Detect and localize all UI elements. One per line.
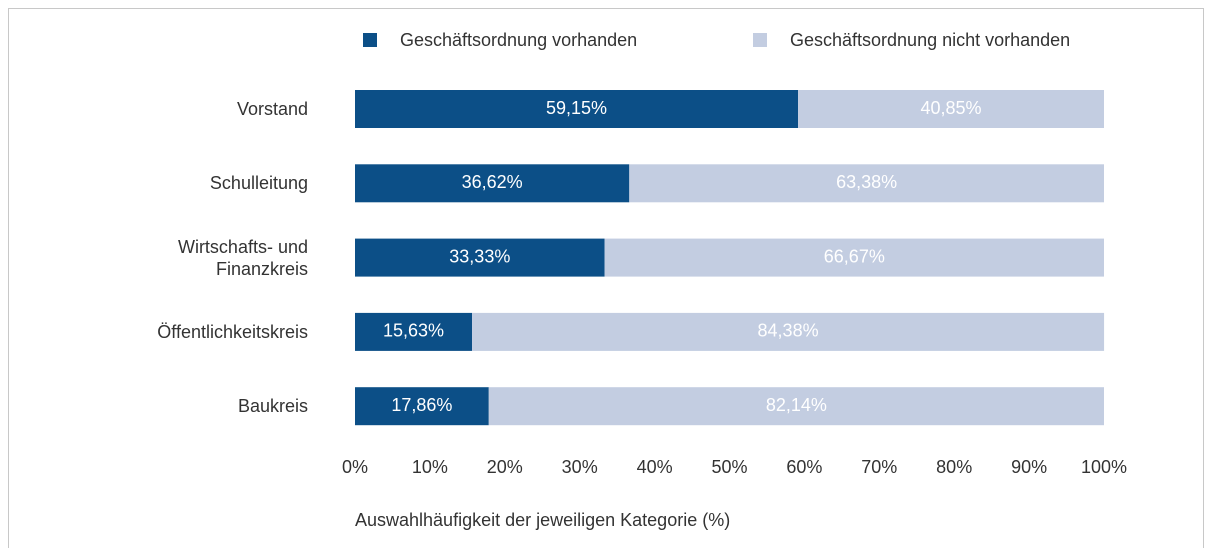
category-label: Schulleitung [209,173,308,194]
x-tick-label: 30% [562,457,598,477]
bar-segment [355,312,473,351]
x-axis-title: Auswahlhäufigkeit der jeweiligen Kategor… [355,510,730,530]
x-tick-label: 20% [487,457,523,477]
value-label: 36,62% [462,172,523,192]
x-tick-label: 90% [1011,457,1047,477]
bar-segment [488,387,1105,426]
bar-segment [355,164,630,203]
bar-segment [355,90,799,128]
value-label: 63,38% [836,172,897,192]
legend-label: Geschäftsordnung vorhanden [400,30,637,50]
bar-segment [472,312,1105,351]
value-label: 17,86% [391,395,452,415]
x-tick-label: 100% [1081,457,1127,477]
legend-swatch [363,33,377,47]
frame [8,8,1204,548]
value-label: 15,63% [383,321,444,341]
x-tick-label: 60% [786,457,822,477]
value-label: 82,14% [766,395,827,415]
bar-segment [604,238,1104,277]
x-tick-label: 40% [637,457,673,477]
category-label: Baukreis [237,396,308,417]
x-tick-label: 70% [861,457,897,477]
category-label: Vorstand [236,99,308,119]
legend-label: Geschäftsordnung nicht vorhanden [790,30,1070,50]
x-tick-label: 50% [711,457,747,477]
bar-segment [355,238,605,277]
value-label: 59,15% [546,98,607,118]
category-label: Öffentlichkeitskreis [157,321,308,342]
bar-segment [355,387,489,426]
legend-swatch [753,33,767,47]
x-tick-label: 10% [412,457,448,477]
bar-segment [798,90,1104,128]
value-label: 33,33% [449,246,510,266]
category-label: Wirtschafts- und Finanzkreis [177,236,308,279]
value-label: 66,67% [824,246,885,266]
x-tick-label: 0% [342,457,368,477]
value-label: 40,85% [920,98,981,118]
x-tick-label: 80% [936,457,972,477]
bar-segment [629,164,1104,203]
value-label: 84,38% [758,321,819,341]
